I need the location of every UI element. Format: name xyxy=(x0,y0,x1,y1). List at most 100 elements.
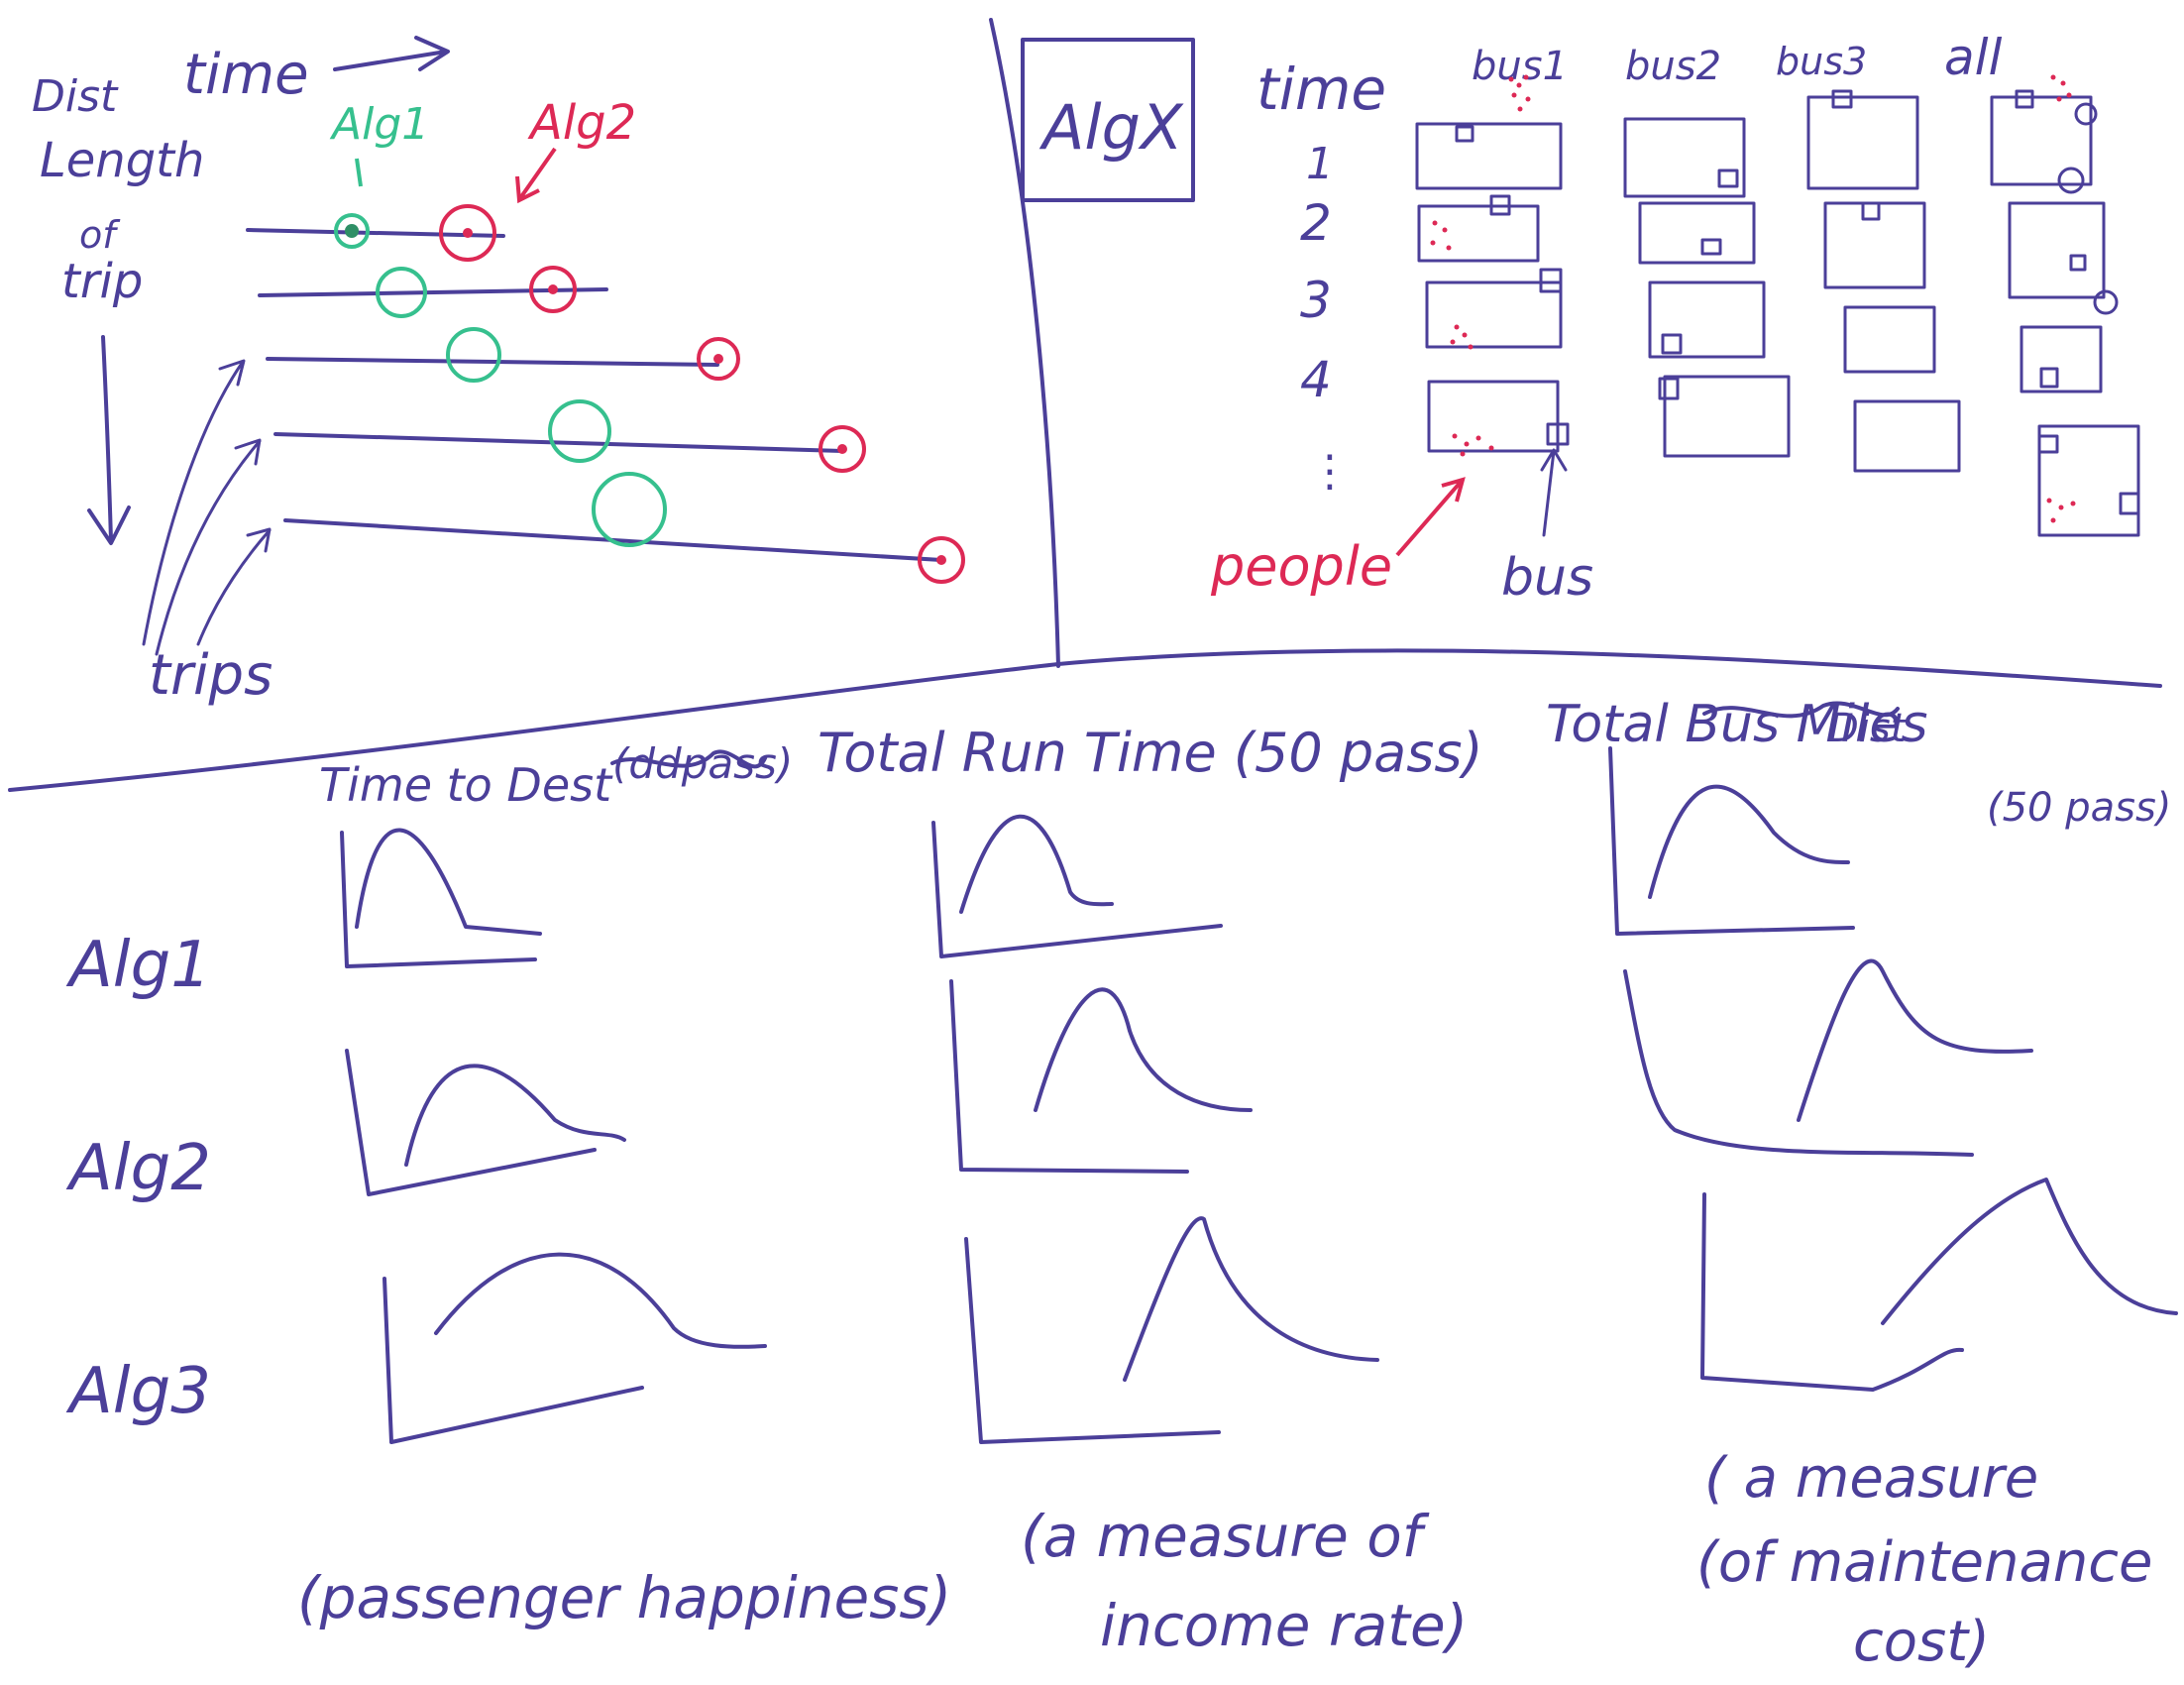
route-frame xyxy=(1417,204,1540,263)
column-header-bus3: bus3 xyxy=(1776,40,1867,83)
algx-panel: AlgX time 1 2 3 4 ⋮ bus1 bus2 bus3 all xyxy=(1021,29,2140,608)
alg2-arrival-dot xyxy=(936,555,946,565)
strike-scribble xyxy=(610,749,767,769)
bus-icon xyxy=(1539,268,1563,293)
route-frame xyxy=(1415,122,1563,190)
alg1-arrival-mark xyxy=(548,399,611,463)
bus-pointer xyxy=(1540,448,1568,537)
bus-icon xyxy=(1489,194,1511,216)
distribution-sketch xyxy=(1700,1178,2178,1392)
people-label: people xyxy=(1210,535,1392,598)
trip-pointer xyxy=(155,438,262,656)
route-frame xyxy=(1623,117,1746,198)
of-label: of xyxy=(79,213,121,257)
route-frame xyxy=(1853,399,1961,473)
trip-line xyxy=(266,357,719,367)
metric-header-total-bus-miles: Total Bus Miles xyxy=(1546,695,1927,754)
algorithm-row-label: Alg2 xyxy=(65,1132,211,1205)
algx-title: AlgX xyxy=(1038,91,1184,164)
route-frame xyxy=(1806,95,1919,190)
bus-icon xyxy=(1546,422,1570,446)
time-step: 3 xyxy=(1300,272,1332,329)
route-frame xyxy=(1663,375,1791,458)
bus-icon xyxy=(2119,492,2140,515)
trips-label: trips xyxy=(149,643,273,708)
route-frame xyxy=(2037,424,2140,537)
bus-icon xyxy=(2074,102,2098,126)
route-frame xyxy=(1638,201,1756,265)
bus-icon xyxy=(1861,201,1881,221)
trip-line xyxy=(273,432,844,453)
horizontal-divider xyxy=(8,648,2162,792)
bus-label: bus xyxy=(1501,548,1593,608)
distribution-sketch xyxy=(931,814,1223,958)
route-frame xyxy=(1843,305,1936,374)
alg1-arrival-mark xyxy=(334,213,370,249)
alg1-pointer xyxy=(355,158,363,187)
time-step: ⋮ xyxy=(1308,446,1352,497)
length-label: Length xyxy=(40,133,204,188)
time-axis-label: time xyxy=(183,43,309,107)
alg2-arrival-dot xyxy=(837,444,847,454)
distribution-sketch xyxy=(1623,958,2033,1157)
column-header-bus2: bus2 xyxy=(1625,44,1721,89)
alg2-marker-label: Alg2 xyxy=(527,95,636,151)
column-header-all: all xyxy=(1944,29,2003,86)
alg1-arrival-mark xyxy=(376,267,427,318)
alg2-arrival-mark xyxy=(529,266,577,313)
people-dots xyxy=(2046,74,2076,523)
alg2-arrival-mark xyxy=(918,536,965,584)
algorithm-row-label: Alg1 xyxy=(65,929,211,1002)
trip-pointer xyxy=(196,527,272,646)
trip-pointer xyxy=(142,359,246,646)
trip-sketch: Dist Length of trip time Alg1 Alg2 xyxy=(32,36,965,708)
metric-footnote: (passenger happiness) xyxy=(297,1564,951,1631)
trip-label: trip xyxy=(61,254,143,309)
alg2-arrival-mark xyxy=(819,425,866,473)
time-step: 1 xyxy=(1306,139,1334,189)
distribution-sketch xyxy=(382,1252,767,1444)
metric-footnote: (of maintenance xyxy=(1696,1530,2153,1595)
distribution-sketch xyxy=(345,1049,626,1196)
alg1-arrival-dot xyxy=(345,224,359,238)
bus-icon xyxy=(2037,434,2059,454)
metric-footnote: ( a measure xyxy=(1704,1446,2038,1511)
column-header-bus1: bus1 xyxy=(1472,44,1568,89)
crossed-out-text: (ddpass) xyxy=(612,739,793,788)
time-arrow xyxy=(333,36,450,71)
algorithm-row-label: Alg3 xyxy=(65,1355,211,1428)
strike-scribble xyxy=(1702,701,1900,719)
alg1-arrival-mark xyxy=(592,472,667,547)
metric-footnote: cost) xyxy=(1853,1610,1990,1674)
route-frame xyxy=(1990,95,2093,186)
bus-icon xyxy=(1717,168,1739,188)
route-frame xyxy=(2020,325,2103,393)
bus-icon xyxy=(1658,377,1680,400)
time-step: 2 xyxy=(1300,194,1332,252)
trip-line xyxy=(246,228,505,238)
bus-icon xyxy=(2039,367,2059,389)
algx-title-box xyxy=(1021,38,1195,202)
metric-subheader-bus-miles: (50 pass) xyxy=(1987,785,2171,831)
alg1-arrival-mark xyxy=(446,327,501,383)
bus-icon xyxy=(1831,89,1853,109)
route-frame xyxy=(1648,281,1766,359)
bus-icon xyxy=(2015,89,2034,109)
bus-icon xyxy=(2057,167,2085,194)
bus-icon xyxy=(1455,125,1474,143)
alg2-arrival-mark xyxy=(697,337,740,381)
metrics-grid: Time to Dest (ddpass) Total Run Time (50… xyxy=(65,695,2178,1674)
alg2-pointer xyxy=(515,147,557,204)
route-frame xyxy=(1823,201,1926,289)
metric-footnote: (a measure of xyxy=(1021,1503,1430,1570)
people-pointer xyxy=(1395,477,1466,557)
dist-label: Dist xyxy=(32,71,119,122)
distribution-sketch xyxy=(949,979,1253,1174)
people-dots xyxy=(1430,74,1531,457)
bus-icon xyxy=(2093,289,2119,315)
alg2-arrival-dot xyxy=(713,354,723,364)
route-frame xyxy=(1427,380,1560,453)
down-arrow xyxy=(87,335,131,545)
vertical-divider xyxy=(989,18,1060,668)
